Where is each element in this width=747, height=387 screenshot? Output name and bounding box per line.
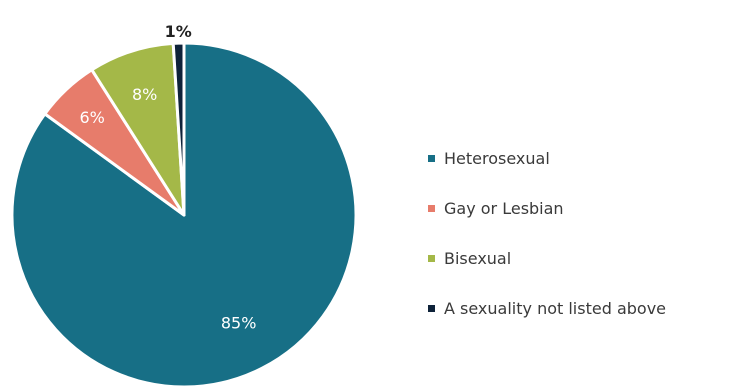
legend-label-heterosexual: Heterosexual xyxy=(444,148,550,168)
pie-data-labels: 85% 6% 8% 1% xyxy=(79,22,256,332)
data-label-heterosexual: 85% xyxy=(221,313,257,332)
legend-swatch-gay-or-lesbian xyxy=(428,204,435,212)
legend-label-gay-or-lesbian: Gay or Lesbian xyxy=(444,198,564,218)
data-label-gay-or-lesbian: 6% xyxy=(79,108,104,127)
pie-slices xyxy=(10,41,358,387)
legend-item-gay-or-lesbian: Gay or Lesbian xyxy=(428,192,747,224)
legend-label-bisexual: Bisexual xyxy=(444,248,512,268)
legend-item-bisexual: Bisexual xyxy=(428,242,747,274)
legend-swatch-bisexual xyxy=(428,254,435,262)
legend-item-heterosexual: Heterosexual xyxy=(428,142,747,174)
legend-label-not-listed: A sexuality not listed above xyxy=(444,298,666,318)
data-label-not-listed: 1% xyxy=(165,22,192,41)
data-label-bisexual: 8% xyxy=(132,85,157,104)
legend-swatch-not-listed xyxy=(428,304,435,312)
chart-legend: Heterosexual Gay or Lesbian Bisexual A s… xyxy=(428,142,747,342)
legend-item-not-listed: A sexuality not listed above xyxy=(428,292,747,324)
legend-swatch-heterosexual xyxy=(428,154,435,162)
slice-not-listed xyxy=(171,41,186,217)
